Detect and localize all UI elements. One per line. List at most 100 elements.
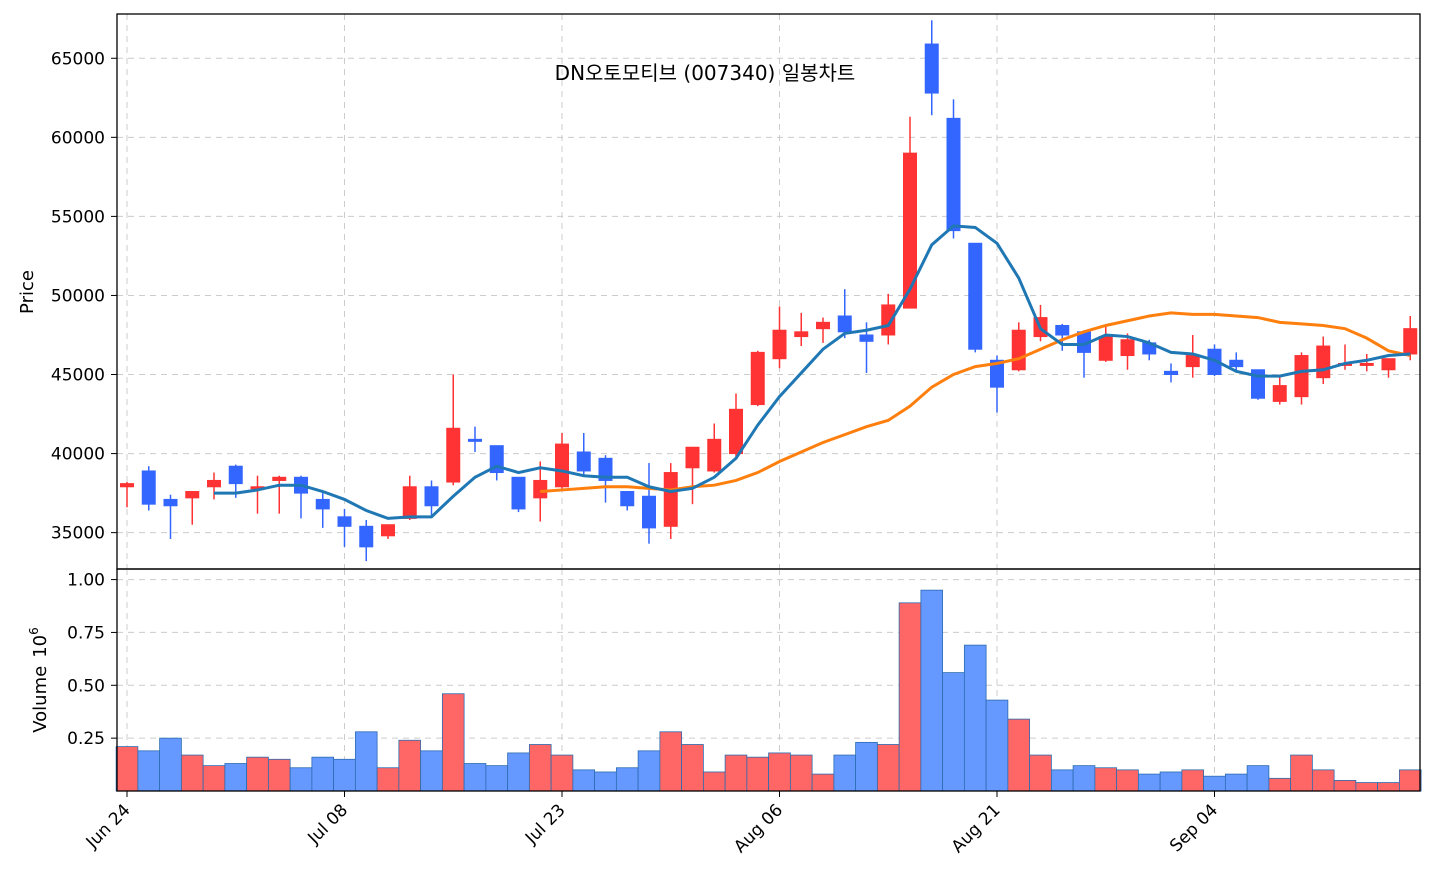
candle-body [924, 43, 939, 94]
volume-bar [528, 744, 552, 792]
candle-body [120, 483, 134, 488]
volume-bar [615, 767, 639, 792]
candle-body [1120, 339, 1135, 357]
volume-bar [311, 756, 335, 792]
volume-bar [1268, 777, 1292, 792]
volume-y-label: Volume106 [27, 627, 51, 733]
price-panel: 35000 40000 45000 50000 55000 60000 65000 DN오토… [17, 13, 1421, 570]
volume-gridlines [117, 569, 1420, 791]
volume-bar [354, 731, 378, 792]
volume-bar [1333, 780, 1357, 792]
volume-tick-label: 1.00 [67, 571, 105, 591]
volume-bar [441, 693, 465, 792]
volume-bar [420, 750, 443, 792]
volume-bar [594, 771, 617, 792]
date-tick-label: Jul 23 [521, 800, 569, 848]
ma-short-line [214, 224, 1411, 520]
candle-body [990, 359, 1004, 388]
candle-body [620, 491, 635, 507]
volume-bar [746, 756, 770, 792]
candle-body [1164, 370, 1178, 376]
candle-body [1229, 359, 1244, 368]
candle-body [1294, 355, 1309, 398]
candle-body [1098, 336, 1113, 361]
candle-body [315, 498, 330, 510]
candle-body [446, 427, 461, 483]
candle-body [381, 524, 395, 537]
volume-bar [659, 731, 683, 792]
volume-bar [637, 750, 661, 792]
price-tick-label: 35000 [51, 524, 105, 544]
volume-bar [985, 699, 1009, 792]
candle-body [968, 242, 983, 350]
volume-bar [550, 754, 574, 792]
volume-bar [572, 769, 596, 792]
volume-bar [1224, 773, 1248, 792]
candle-body [1381, 358, 1396, 371]
volume-tick-label: 0.50 [67, 676, 105, 696]
volume-bar [920, 589, 944, 792]
price-y-axis: 35000 40000 45000 50000 55000 60000 65000 [51, 49, 117, 544]
price-tick-label: 40000 [51, 445, 105, 465]
volume-bar [1116, 769, 1139, 792]
volume-bar [376, 767, 400, 792]
candle-body [468, 438, 482, 442]
candle-body [163, 498, 178, 507]
volume-bar [202, 765, 226, 792]
volume-bar [398, 739, 422, 792]
volume-bar [1203, 775, 1226, 792]
candle-body [402, 486, 417, 519]
volume-tick-label: 0.75 [67, 623, 105, 643]
candle-body [1055, 324, 1070, 336]
candle-body [859, 334, 874, 342]
candle-body [1011, 329, 1026, 371]
candle-body [1185, 355, 1200, 368]
volume-bar [1377, 782, 1400, 792]
candle-body [576, 451, 591, 472]
candle-body [1316, 345, 1331, 379]
candle-body [533, 479, 548, 499]
volume-bar [768, 752, 791, 792]
price-gridlines [117, 14, 1420, 569]
candle-body [424, 486, 439, 507]
volume-bar [1398, 769, 1422, 792]
volume-label-text: Volume [30, 666, 51, 733]
volume-bar [180, 754, 204, 792]
date-tick-label: Aug 06 [730, 800, 787, 857]
candle-body [272, 476, 287, 481]
volume-bar [833, 754, 857, 792]
volume-bar [1159, 771, 1183, 792]
volume-exponent: 6 [27, 627, 41, 635]
volume-bar [1094, 767, 1118, 792]
volume-y-axis: 0.25 0.50 0.75 1.00 [67, 571, 117, 749]
volume-bar [724, 754, 748, 792]
candle-body [337, 516, 352, 527]
volume-bar [137, 750, 161, 792]
candle-body [903, 152, 917, 309]
volume-bar [898, 602, 922, 792]
candle-body [511, 476, 526, 510]
volume-plot-frame [116, 568, 1421, 792]
candle-body [837, 315, 852, 333]
volume-bar [1072, 765, 1096, 792]
volume-bar [224, 763, 248, 792]
candle-body [707, 438, 722, 472]
candle-body [946, 117, 961, 232]
candle-body [663, 472, 678, 527]
candle-body [772, 329, 787, 360]
volume-bar [942, 672, 965, 792]
price-tick-label: 45000 [51, 366, 105, 386]
candle-body [141, 470, 156, 505]
volume-bar [855, 741, 878, 792]
volume-bar [1007, 718, 1031, 792]
volume-bar [115, 746, 139, 792]
volume-bar [789, 754, 813, 792]
candle-body [1272, 385, 1287, 402]
date-tick-label: Sep 04 [1166, 800, 1222, 856]
date-tick-label: Aug 21 [948, 800, 1005, 857]
candle-body [794, 331, 809, 338]
candle-body [750, 351, 765, 406]
date-tick-label: Jun 24 [82, 800, 135, 853]
volume-bar [811, 773, 835, 792]
